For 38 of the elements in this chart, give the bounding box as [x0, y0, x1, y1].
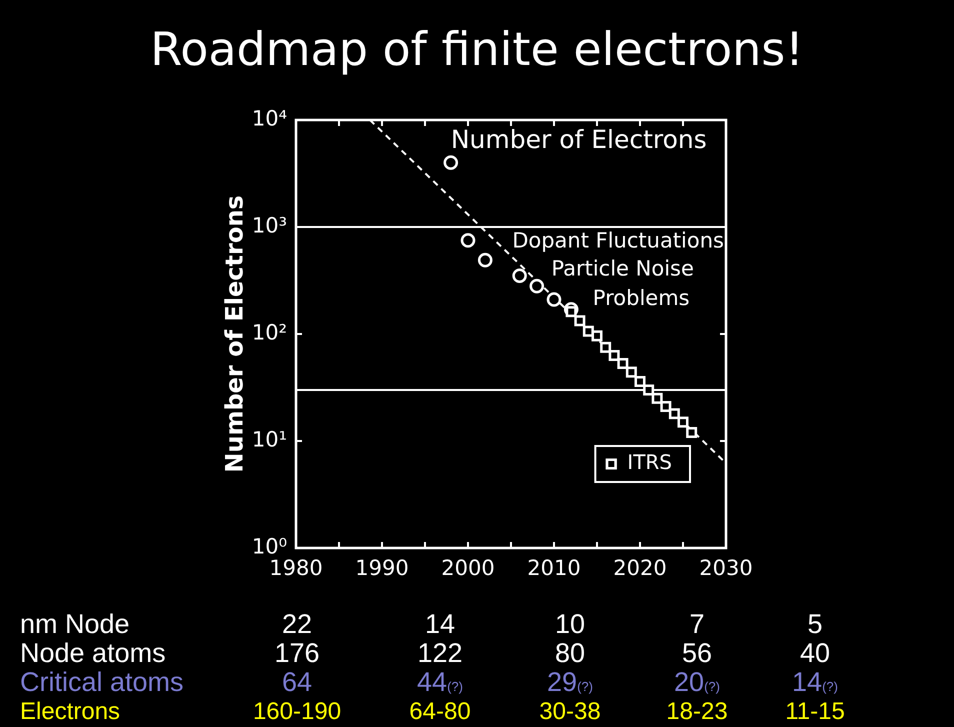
- y-tick-label: 10³: [252, 213, 287, 238]
- x-tick-label: 2000: [441, 556, 495, 580]
- text: 10: [554, 609, 586, 639]
- text: 56: [682, 638, 712, 668]
- text: 64-80: [409, 697, 471, 726]
- text: 30-38: [539, 697, 601, 726]
- annotation: Problems: [592, 286, 690, 310]
- y-tick-label: 10⁴: [252, 106, 287, 130]
- text: 11-15: [785, 697, 845, 726]
- text: 176: [274, 638, 320, 668]
- chart-title: Roadmap of finite electrons!: [149, 22, 805, 76]
- annotation: Dopant Fluctuations: [512, 228, 724, 252]
- text: 40: [800, 638, 830, 668]
- text: Critical atoms: [20, 667, 184, 697]
- text: 160-190: [252, 697, 342, 726]
- legend-label: ITRS: [627, 450, 672, 474]
- text: 64: [282, 667, 312, 697]
- text: nm Node: [20, 609, 130, 639]
- text: 18-23: [666, 697, 728, 726]
- x-tick-label: 2020: [613, 556, 667, 580]
- y-tick-label: 10⁰: [252, 534, 287, 558]
- text: Electrons: [20, 697, 120, 726]
- y-tick-label: 10²: [252, 320, 287, 344]
- y-axis-title: Number of Electrons: [220, 195, 249, 473]
- x-tick-label: 1980: [269, 556, 323, 580]
- y-tick-label: 10¹: [252, 427, 287, 452]
- text: 122: [417, 638, 463, 668]
- annotation: Number of Electrons: [450, 124, 707, 154]
- text: 22: [282, 609, 312, 639]
- x-tick-label: 2010: [527, 556, 581, 580]
- text: 14: [424, 609, 456, 639]
- text: Node atoms: [20, 638, 166, 668]
- x-tick-label: 2030: [699, 556, 753, 580]
- annotation: Particle Noise: [551, 256, 694, 280]
- text: 80: [554, 638, 586, 668]
- text: 5: [807, 609, 823, 639]
- text: 7: [689, 609, 705, 639]
- x-tick-label: 1990: [355, 556, 409, 580]
